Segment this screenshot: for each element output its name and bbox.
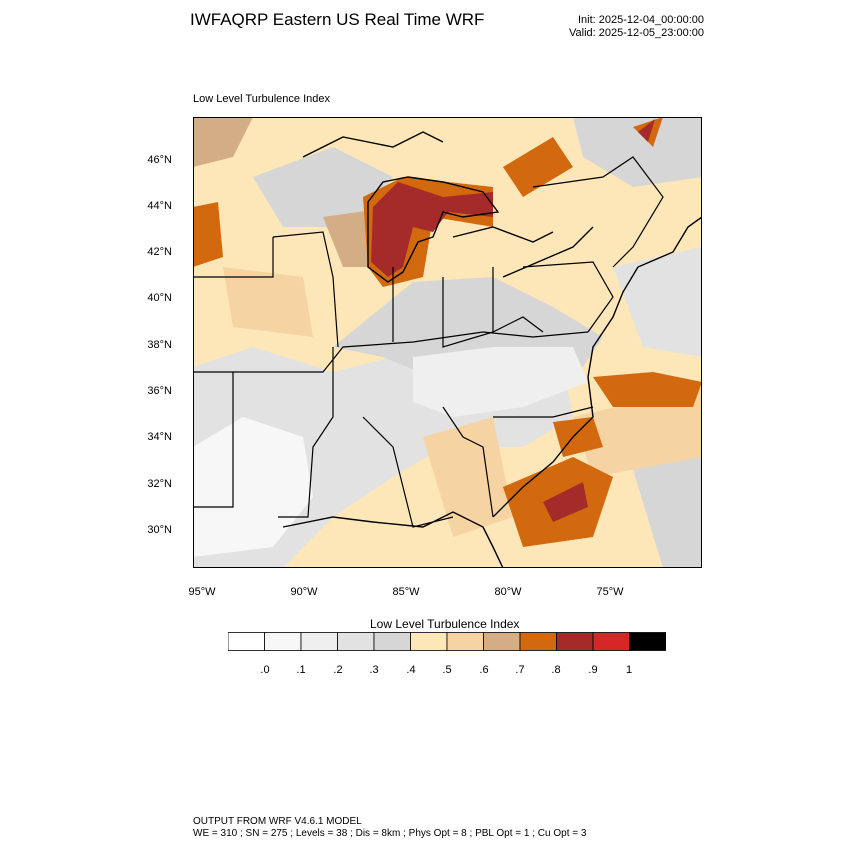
max-index-region-maine — [638, 119, 655, 142]
colorbar-swatch — [483, 632, 521, 651]
colorbar-tick-label: .7 — [515, 664, 525, 676]
colorbar-title: Low Level Turbulence Index — [370, 617, 520, 631]
colorbar-tick-label: .5 — [442, 664, 452, 676]
colorbar-swatch — [592, 632, 630, 651]
colorbar-tick-label: .6 — [479, 664, 489, 676]
mid-index-region-west — [193, 117, 253, 167]
colorbar-swatch — [373, 632, 411, 651]
colorbar-tick-label: .0 — [260, 664, 270, 676]
colorbar-tick-label: .3 — [369, 664, 379, 676]
mid-index-region-midwest — [223, 267, 313, 337]
init-time: Init: 2025-12-04_00:00:00 — [578, 14, 704, 26]
lon-label: 85°W — [392, 586, 420, 598]
map-plot — [193, 117, 702, 568]
colorbar-swatch — [228, 632, 265, 651]
lat-label: 34°N — [147, 431, 172, 443]
high-index-region-west-edge — [193, 202, 223, 267]
colorbar-swatch — [519, 632, 557, 651]
field-label: Low Level Turbulence Index — [193, 93, 330, 105]
high-index-region-outer-banks — [593, 372, 702, 407]
lat-label: 44°N — [147, 200, 172, 212]
colorbar-swatch — [300, 632, 338, 651]
state-boundaries — [193, 117, 702, 568]
colorbar-swatch — [337, 632, 375, 651]
lon-label: 80°W — [494, 586, 522, 598]
lon-label: 95°W — [188, 586, 216, 598]
mid-index-region-southeast — [423, 417, 513, 537]
map-border — [193, 117, 702, 568]
max-index-region-atlantic — [543, 482, 588, 522]
lon-label: 90°W — [290, 586, 318, 598]
colorbar-tick-label: .1 — [296, 664, 306, 676]
map-title: IWFAQRP Eastern US Real Time WRF — [190, 10, 485, 29]
colorbar-tick-label: 1 — [625, 664, 633, 676]
max-index-region-lake-michigan — [371, 182, 493, 277]
lon-label: 75°W — [596, 586, 624, 598]
lat-label: 36°N — [147, 385, 172, 397]
lat-label: 46°N — [147, 154, 172, 166]
high-index-region-northeast — [503, 137, 573, 197]
mid-index-region-ocean-band — [573, 387, 702, 477]
lat-label: 30°N — [147, 524, 172, 536]
colorbar-tick-label: .4 — [406, 664, 416, 676]
low-index-region-north — [253, 147, 393, 227]
colorbar-tick-label: .2 — [333, 664, 343, 676]
lat-label: 32°N — [147, 478, 172, 490]
colorbar — [228, 632, 666, 651]
low-index-region-ocean — [613, 247, 702, 357]
colorbar-swatch — [556, 632, 594, 651]
colorbar-swatch — [410, 632, 448, 651]
colorbar-swatch — [629, 632, 666, 651]
low-index-region-far-north — [573, 117, 702, 187]
model-info-line-1: OUTPUT FROM WRF V4.6.1 MODEL — [193, 816, 362, 827]
low-index-region-appalachia — [413, 347, 588, 417]
lat-label: 40°N — [147, 292, 172, 304]
lat-label: 42°N — [147, 246, 172, 258]
coastlines — [282, 131, 702, 568]
lat-label: 38°N — [147, 339, 172, 351]
colorbar-tick-label: .9 — [588, 664, 598, 676]
colorbar-swatch — [264, 632, 302, 651]
low-index-region-southwest — [193, 417, 313, 557]
valid-time: Valid: 2025-12-05_23:00:00 — [569, 27, 704, 39]
model-info-line-2: WE = 310 ; SN = 275 ; Levels = 38 ; Dis … — [193, 828, 587, 839]
colorbar-swatch — [446, 632, 484, 651]
colorbar-tick-label: .8 — [551, 664, 561, 676]
